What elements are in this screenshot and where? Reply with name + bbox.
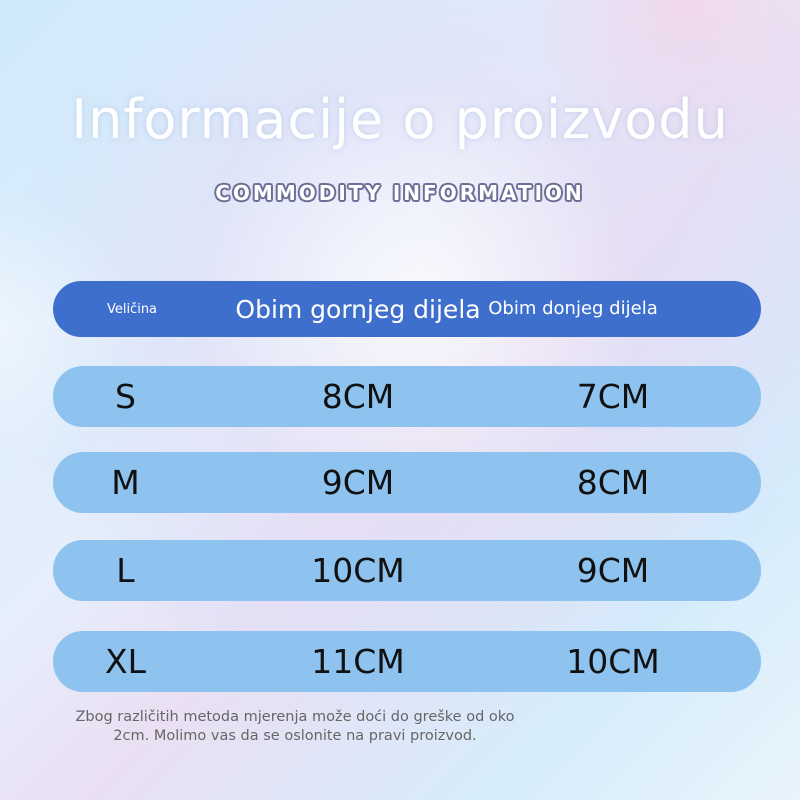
table-row: M 9CM 8CM: [53, 452, 761, 513]
lower-cell: 8CM: [576, 463, 650, 502]
table-header: Veličina Obim gornjeg dijela Obim donjeg…: [53, 281, 761, 337]
size-cell: XL: [105, 642, 146, 681]
lower-cell: 9CM: [576, 551, 650, 590]
upper-cell: 9CM: [321, 463, 395, 502]
lower-cell: 7CM: [576, 377, 650, 416]
size-cell: M: [111, 463, 140, 502]
size-cell: S: [115, 377, 136, 416]
page-title: Informacije o proizvodu: [71, 88, 729, 151]
upper-cell: 8CM: [321, 377, 395, 416]
header-lower-circumference: Obim donjeg dijela: [488, 298, 658, 319]
lower-cell: 10CM: [566, 642, 660, 681]
table-row: S 8CM 7CM: [53, 366, 761, 427]
page-subtitle: COMMODITY INFORMATION: [215, 181, 585, 205]
table-row: L 10CM 9CM: [53, 540, 761, 601]
measurement-note: Zbog različitih metoda mjerenja može doć…: [75, 709, 515, 744]
upper-cell: 11CM: [311, 642, 405, 681]
size-cell: L: [116, 551, 135, 590]
upper-cell: 10CM: [311, 551, 405, 590]
table-row: XL 11CM 10CM: [53, 631, 761, 692]
header-size: Veličina: [106, 301, 158, 317]
header-upper-circumference: Obim gornjeg dijela: [235, 294, 481, 324]
